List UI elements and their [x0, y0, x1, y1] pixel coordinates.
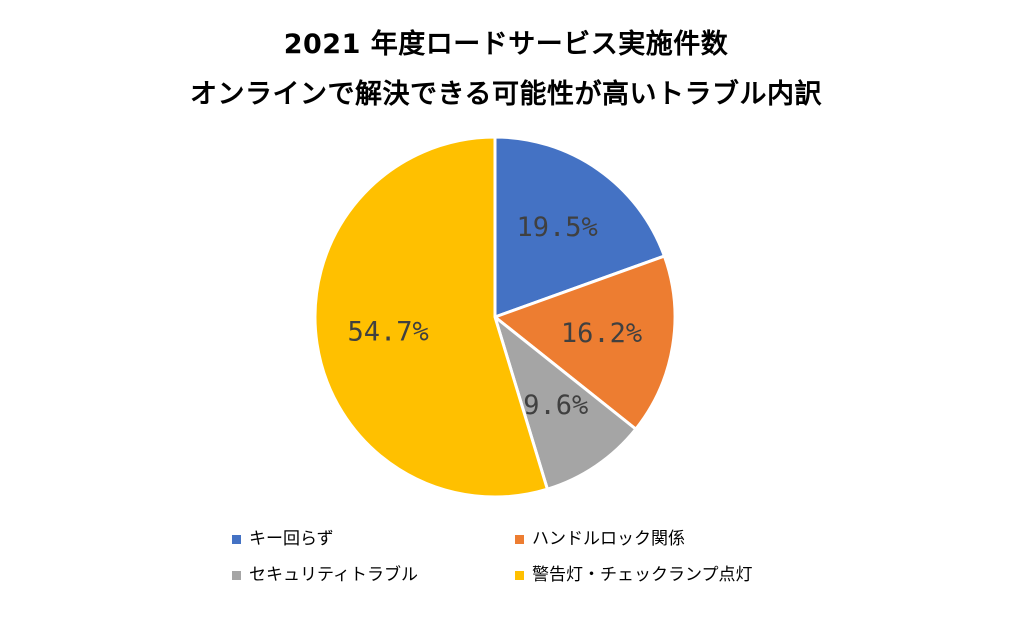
- data-label-steering-lock: 16.2%: [561, 318, 642, 349]
- legend-item-warning-light: 警告灯・チェックランプ点灯: [515, 564, 775, 586]
- legend-swatch-key: [232, 534, 241, 544]
- legend-label-steering-lock: ハンドルロック関係: [532, 529, 685, 549]
- legend-item-key: キー回らず: [232, 528, 515, 550]
- legend: キー回らず ハンドルロック関係 セキュリティトラブル 警告灯・チェックランプ点灯: [232, 528, 753, 586]
- pie-data-labels: 19.5% 16.2% 9.6% 54.7%: [348, 212, 643, 421]
- data-label-key: 19.5%: [516, 212, 597, 243]
- legend-item-security: セキュリティトラブル: [232, 564, 515, 586]
- pie-slice-security: [492, 312, 638, 492]
- data-label-security: 9.6%: [523, 390, 588, 421]
- pie-slice-steering-lock: [491, 254, 677, 432]
- pie-slice-key: [493, 135, 667, 320]
- pie-slices: [313, 135, 677, 499]
- legend-label-key: キー回らず: [249, 529, 334, 549]
- legend-item-steering-lock: ハンドルロック関係: [515, 528, 775, 550]
- legend-swatch-steering-lock: [515, 534, 524, 544]
- chart-title: 2021 年度ロードサービス実施件数: [283, 29, 729, 60]
- data-label-warning-light: 54.7%: [348, 316, 429, 347]
- chart-subtitle: オンラインで解決できる可能性が高いトラブル内訳: [190, 79, 822, 110]
- legend-swatch-security: [232, 570, 241, 580]
- legend-label-security: セキュリティトラブル: [249, 565, 418, 585]
- pie-slice-warning-light: [313, 135, 550, 499]
- legend-swatch-warning-light: [515, 570, 524, 580]
- legend-label-warning-light: 警告灯・チェックランプ点灯: [532, 565, 753, 585]
